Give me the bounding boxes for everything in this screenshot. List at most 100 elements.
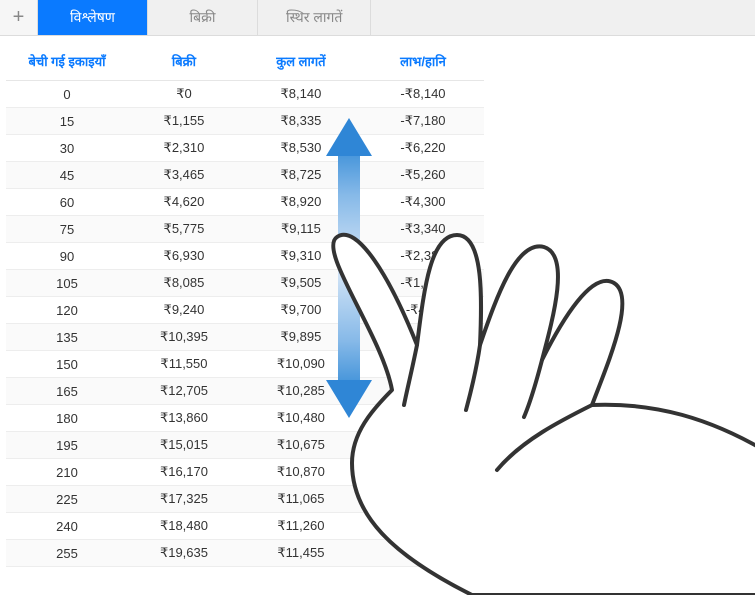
cell-costs[interactable]: ₹9,115 xyxy=(240,216,362,243)
cell-units[interactable]: 30 xyxy=(6,135,128,162)
table-row[interactable]: 15₹1,155₹8,335-₹7,180 xyxy=(6,108,484,135)
cell-sales[interactable]: ₹6,930 xyxy=(128,243,240,270)
cell-units[interactable]: 165 xyxy=(6,378,128,405)
table-row[interactable]: 30₹2,310₹8,530-₹6,220 xyxy=(6,135,484,162)
tab-analysis[interactable]: विश्लेषण xyxy=(38,0,148,35)
add-sheet-button[interactable]: + xyxy=(0,0,38,35)
table-row[interactable]: 120₹9,240₹9,700-₹460 xyxy=(6,297,484,324)
cell-sales[interactable]: ₹10,395 xyxy=(128,324,240,351)
cell-costs[interactable]: ₹10,675 xyxy=(240,432,362,459)
column-header-units[interactable]: बेची गई इकाइयाँ xyxy=(6,44,128,81)
cell-costs[interactable]: ₹9,700 xyxy=(240,297,362,324)
cell-sales[interactable]: ₹19,635 xyxy=(128,540,240,567)
cell-units[interactable]: 60 xyxy=(6,189,128,216)
cell-pl[interactable]: -₹7,180 xyxy=(362,108,484,135)
table-row[interactable]: 180₹13,860₹10,480 xyxy=(6,405,484,432)
cell-units[interactable]: 210 xyxy=(6,459,128,486)
column-header-costs[interactable]: कुल लागतें xyxy=(240,44,362,81)
cell-sales[interactable]: ₹3,465 xyxy=(128,162,240,189)
cell-costs[interactable]: ₹8,725 xyxy=(240,162,362,189)
tab-sales[interactable]: बिक्री xyxy=(148,0,258,35)
cell-costs[interactable]: ₹10,090 xyxy=(240,351,362,378)
cell-sales[interactable]: ₹17,325 xyxy=(128,486,240,513)
cell-units[interactable]: 180 xyxy=(6,405,128,432)
cell-sales[interactable]: ₹8,085 xyxy=(128,270,240,297)
cell-sales[interactable]: ₹15,015 xyxy=(128,432,240,459)
cell-sales[interactable]: ₹5,775 xyxy=(128,216,240,243)
spreadsheet-content[interactable]: बेची गई इकाइयाँ बिक्री कुल लागतें लाभ/हा… xyxy=(0,36,755,567)
cell-sales[interactable]: ₹2,310 xyxy=(128,135,240,162)
table-row[interactable]: 60₹4,620₹8,920-₹4,300 xyxy=(6,189,484,216)
cell-units[interactable]: 120 xyxy=(6,297,128,324)
cell-pl[interactable]: -₹460 xyxy=(362,297,484,324)
table-row[interactable]: 240₹18,480₹11,260₹7, xyxy=(6,513,484,540)
table-row[interactable]: 135₹10,395₹9,895 xyxy=(6,324,484,351)
cell-units[interactable]: 90 xyxy=(6,243,128,270)
column-header-profit-loss[interactable]: लाभ/हानि xyxy=(362,44,484,81)
cell-sales[interactable]: ₹0 xyxy=(128,81,240,108)
table-row[interactable]: 225₹17,325₹11,065₹6 xyxy=(6,486,484,513)
table-row[interactable]: 90₹6,930₹9,310-₹2,380 xyxy=(6,243,484,270)
cell-costs[interactable]: ₹9,895 xyxy=(240,324,362,351)
cell-units[interactable]: 75 xyxy=(6,216,128,243)
cell-pl[interactable]: ₹4, xyxy=(362,432,484,459)
cell-costs[interactable]: ₹8,920 xyxy=(240,189,362,216)
cell-costs[interactable]: ₹10,870 xyxy=(240,459,362,486)
cell-pl[interactable]: -₹1,420 xyxy=(362,270,484,297)
cell-costs[interactable]: ₹9,310 xyxy=(240,243,362,270)
cell-pl[interactable]: -₹3,340 xyxy=(362,216,484,243)
cell-pl[interactable]: -₹8,140 xyxy=(362,81,484,108)
cell-units[interactable]: 45 xyxy=(6,162,128,189)
table-row[interactable]: 75₹5,775₹9,115-₹3,340 xyxy=(6,216,484,243)
cell-pl[interactable]: -₹6,220 xyxy=(362,135,484,162)
cell-sales[interactable]: ₹4,620 xyxy=(128,189,240,216)
cell-units[interactable]: 150 xyxy=(6,351,128,378)
cell-units[interactable]: 240 xyxy=(6,513,128,540)
column-header-sales[interactable]: बिक्री xyxy=(128,44,240,81)
cell-units[interactable]: 135 xyxy=(6,324,128,351)
cell-pl[interactable] xyxy=(362,405,484,432)
table-body: 0₹0₹8,140-₹8,14015₹1,155₹8,335-₹7,18030₹… xyxy=(6,81,484,567)
cell-sales[interactable]: ₹13,860 xyxy=(128,405,240,432)
cell-units[interactable]: 195 xyxy=(6,432,128,459)
cell-pl[interactable] xyxy=(362,378,484,405)
table-row[interactable]: 210₹16,170₹10,870₹5 xyxy=(6,459,484,486)
table-row[interactable]: 105₹8,085₹9,505-₹1,420 xyxy=(6,270,484,297)
cell-sales[interactable]: ₹12,705 xyxy=(128,378,240,405)
cell-pl[interactable]: ₹6 xyxy=(362,486,484,513)
cell-costs[interactable]: ₹10,285 xyxy=(240,378,362,405)
table-row[interactable]: 150₹11,550₹10,090 xyxy=(6,351,484,378)
cell-units[interactable]: 255 xyxy=(6,540,128,567)
cell-sales[interactable]: ₹18,480 xyxy=(128,513,240,540)
cell-costs[interactable]: ₹8,335 xyxy=(240,108,362,135)
table-row[interactable]: 255₹19,635₹11,455₹8 xyxy=(6,540,484,567)
cell-pl[interactable]: -₹2,380 xyxy=(362,243,484,270)
cell-costs[interactable]: ₹11,065 xyxy=(240,486,362,513)
cell-units[interactable]: 15 xyxy=(6,108,128,135)
cell-costs[interactable]: ₹10,480 xyxy=(240,405,362,432)
cell-pl[interactable] xyxy=(362,351,484,378)
cell-pl[interactable]: -₹5,260 xyxy=(362,162,484,189)
cell-costs[interactable]: ₹8,530 xyxy=(240,135,362,162)
cell-costs[interactable]: ₹9,505 xyxy=(240,270,362,297)
cell-sales[interactable]: ₹9,240 xyxy=(128,297,240,324)
cell-units[interactable]: 105 xyxy=(6,270,128,297)
table-row[interactable]: 195₹15,015₹10,675₹4, xyxy=(6,432,484,459)
cell-pl[interactable]: ₹8 xyxy=(362,540,484,567)
cell-pl[interactable]: ₹5 xyxy=(362,459,484,486)
table-row[interactable]: 45₹3,465₹8,725-₹5,260 xyxy=(6,162,484,189)
tab-fixed-costs[interactable]: स्थिर लागतें xyxy=(258,0,371,35)
cell-sales[interactable]: ₹16,170 xyxy=(128,459,240,486)
cell-sales[interactable]: ₹1,155 xyxy=(128,108,240,135)
table-row[interactable]: 165₹12,705₹10,285 xyxy=(6,378,484,405)
cell-pl[interactable] xyxy=(362,324,484,351)
cell-costs[interactable]: ₹11,455 xyxy=(240,540,362,567)
cell-pl[interactable]: ₹7, xyxy=(362,513,484,540)
cell-units[interactable]: 0 xyxy=(6,81,128,108)
cell-costs[interactable]: ₹11,260 xyxy=(240,513,362,540)
table-row[interactable]: 0₹0₹8,140-₹8,140 xyxy=(6,81,484,108)
cell-pl[interactable]: -₹4,300 xyxy=(362,189,484,216)
cell-units[interactable]: 225 xyxy=(6,486,128,513)
cell-costs[interactable]: ₹8,140 xyxy=(240,81,362,108)
cell-sales[interactable]: ₹11,550 xyxy=(128,351,240,378)
